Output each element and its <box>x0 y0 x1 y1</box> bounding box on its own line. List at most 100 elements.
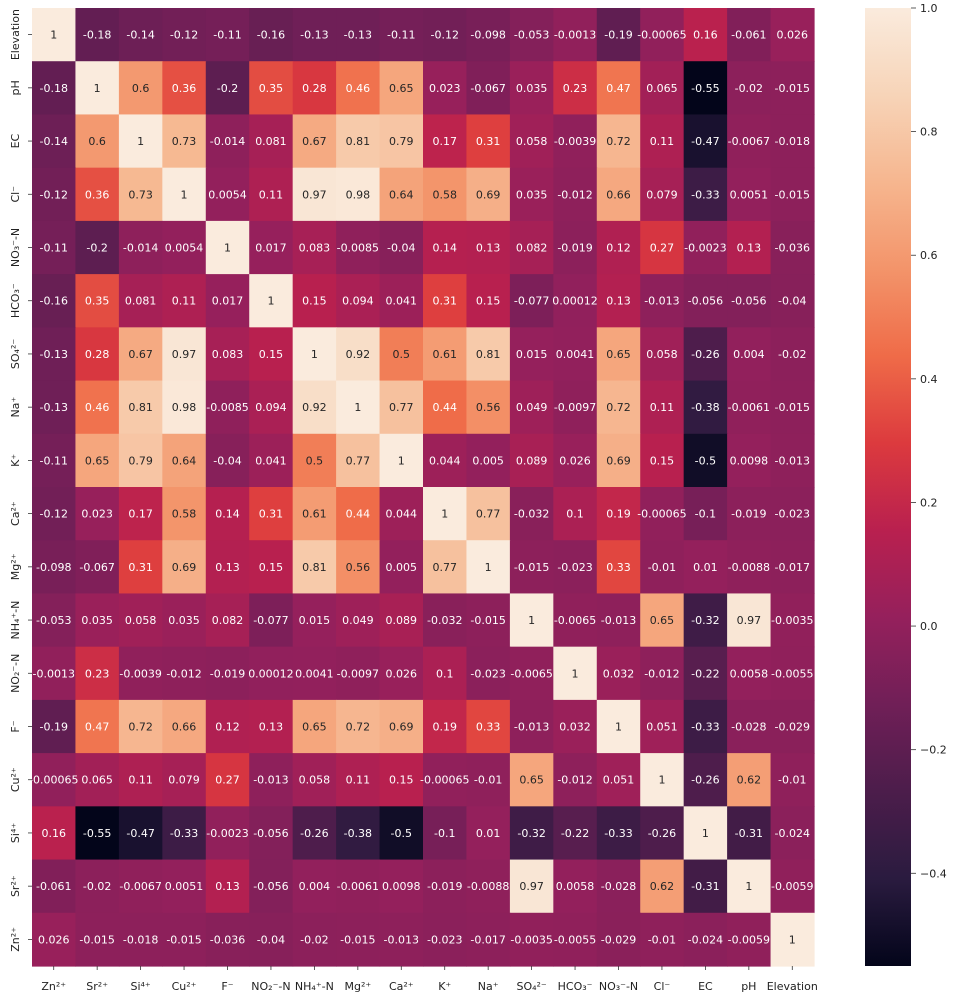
cell-value-label: 1 <box>94 82 101 95</box>
heatmap-cell <box>162 327 207 382</box>
cell-value-label: -0.019 <box>427 880 462 893</box>
heatmap-cell <box>379 912 424 967</box>
cell-value-label: 0.36 <box>85 188 110 201</box>
cell-value-label: 0.65 <box>85 454 110 467</box>
cell-value-label: -0.33 <box>170 827 198 840</box>
cell-value-label: 0.19 <box>432 721 457 734</box>
cell-value-label: -0.017 <box>775 561 810 574</box>
heatmap-cell <box>162 220 207 275</box>
heatmap-cell <box>553 540 598 595</box>
y-tick-label: NH₄⁺-N <box>9 601 22 640</box>
x-tick-label: Ca²⁺ <box>389 980 414 993</box>
cell-value-label: 0.79 <box>128 454 153 467</box>
cell-value-label: -0.0059 <box>771 880 813 893</box>
cell-value-label: 0.92 <box>302 401 327 414</box>
cell-value-label: 0.0058 <box>556 880 595 893</box>
heatmap-cell <box>336 380 381 435</box>
cell-value-label: 0.62 <box>737 774 762 787</box>
cell-value-label: 0.97 <box>519 880 544 893</box>
cell-value-label: -0.11 <box>39 242 67 255</box>
cell-value-label: -0.0061 <box>337 880 379 893</box>
heatmap-cell <box>553 61 598 116</box>
x-tick-label: NH₄⁺-N <box>295 980 334 993</box>
cell-value-label: -0.13 <box>39 401 67 414</box>
cell-value-label: 0.56 <box>346 561 371 574</box>
cell-value-label: -0.26 <box>691 774 719 787</box>
heatmap-cell <box>118 380 163 435</box>
colorbar-gradient <box>865 8 911 966</box>
heatmap-cell <box>379 487 424 541</box>
cell-value-label: 0.97 <box>737 614 762 627</box>
heatmap-cell <box>32 327 77 382</box>
cell-value-label: -0.02 <box>83 880 111 893</box>
heatmap-cell <box>553 380 598 435</box>
cell-value-label: 0.0041 <box>295 667 334 680</box>
heatmap-cell <box>336 753 381 807</box>
heatmap-cell <box>683 114 728 169</box>
heatmap-cell <box>336 912 381 967</box>
cell-value-label: 0.6 <box>132 82 150 95</box>
cell-value-label: 0.0051 <box>730 188 769 201</box>
cell-value-label: 0.81 <box>476 348 501 361</box>
heatmap-cell <box>553 274 598 328</box>
x-tick-label: Sr²⁺ <box>86 980 108 993</box>
cell-value-label: -0.12 <box>39 508 67 521</box>
heatmap-cell <box>770 753 815 807</box>
cell-value-label: 0.97 <box>172 348 197 361</box>
cell-value-label: 0.77 <box>476 508 501 521</box>
heatmap-cell <box>336 646 381 701</box>
cell-value-label: -0.019 <box>731 508 766 521</box>
heatmap-cell <box>770 61 815 116</box>
cell-value-label: 0.079 <box>168 774 200 787</box>
heatmap-cell <box>292 806 337 861</box>
cell-value-label: -0.33 <box>691 721 719 734</box>
cell-value-label: 0.69 <box>606 454 631 467</box>
cell-value-label: 0.044 <box>429 454 461 467</box>
heatmap-cell <box>205 859 250 914</box>
heatmap-cell <box>770 8 815 62</box>
heatmap-cell <box>118 327 163 382</box>
cell-value-label: -0.014 <box>210 135 245 148</box>
cell-value-label: 0.035 <box>516 188 548 201</box>
cell-value-label: -0.028 <box>601 880 636 893</box>
cell-value-label: -0.16 <box>257 29 285 42</box>
heatmap-cell <box>423 274 468 328</box>
cell-value-label: -0.053 <box>514 29 549 42</box>
y-axis: Elevation pH EC Cl⁻ NO₃⁻-N HCO₃⁻ SO₄²⁻ Na⁺ K⁺ Ca²… <box>9 9 32 952</box>
cell-value-label: 0.004 <box>733 348 765 361</box>
cell-value-label: 0.15 <box>302 295 327 308</box>
heatmap-cell <box>205 220 250 275</box>
heatmap-cell <box>770 114 815 169</box>
cell-value-label: 0.66 <box>606 188 631 201</box>
heatmap-cell <box>683 8 728 62</box>
heatmap-cell <box>75 540 120 595</box>
heatmap-cell <box>683 646 728 701</box>
cell-value-label: 0.082 <box>212 614 244 627</box>
cell-value-label: -0.018 <box>123 933 158 946</box>
cell-value-label: 0.0054 <box>165 242 204 255</box>
heatmap-cell <box>770 699 815 754</box>
cell-value-label: 0.79 <box>389 135 414 148</box>
heatmap-cell <box>553 593 598 648</box>
cell-value-label: -0.01 <box>474 774 502 787</box>
colorbar-tick-label: 0.2 <box>920 496 938 509</box>
heatmap-cell <box>249 487 294 541</box>
cell-value-label: 0.77 <box>389 401 414 414</box>
heatmap-cell <box>336 114 381 169</box>
heatmap-cell <box>75 380 120 435</box>
cell-value-label: 1 <box>224 242 231 255</box>
cell-value-label: -0.12 <box>39 188 67 201</box>
heatmap-cell <box>509 753 554 807</box>
heatmap-cell <box>683 487 728 541</box>
heatmap-cell <box>292 753 337 807</box>
heatmap-cell <box>205 380 250 435</box>
heatmap-cell <box>509 220 554 275</box>
cell-value-label: 0.017 <box>212 295 244 308</box>
y-tick-label: K⁺ <box>9 454 22 467</box>
cell-value-label: 0.23 <box>85 667 110 680</box>
cell-value-label: 0.026 <box>38 933 70 946</box>
heatmap-cell <box>423 593 468 648</box>
cell-value-label: 0.35 <box>259 82 284 95</box>
heatmap-cell <box>596 114 641 169</box>
cell-value-label: 0.11 <box>128 774 153 787</box>
